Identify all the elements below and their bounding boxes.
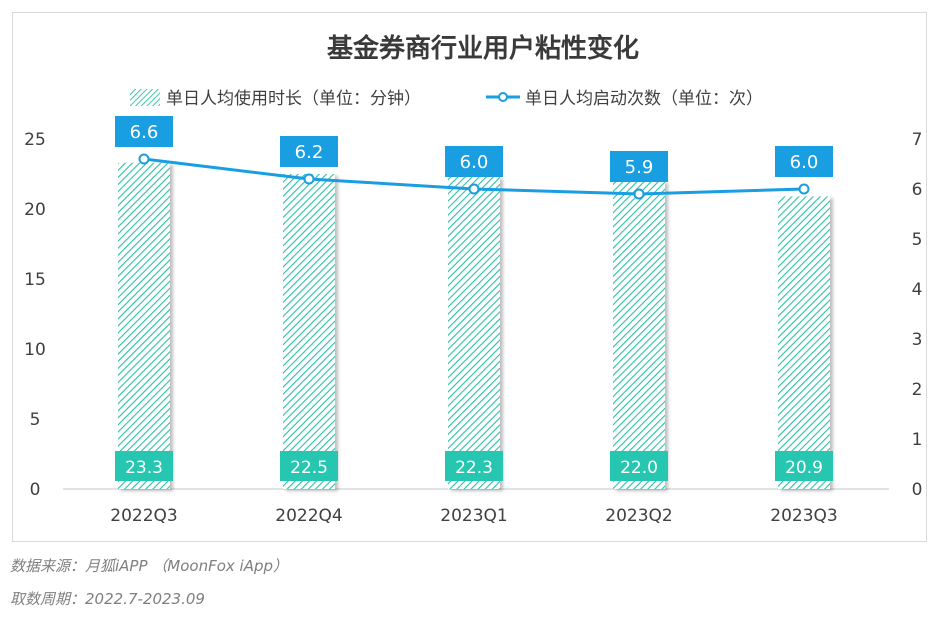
- period-note: 取数周期：2022.7-2023.09: [10, 590, 205, 608]
- bar: [613, 181, 665, 489]
- line-data-label: 6.6: [130, 122, 159, 143]
- bar: [118, 162, 170, 490]
- right-axis: 0 1 2 3 4 5 6 7: [912, 130, 923, 500]
- line-data-label-box: [115, 116, 173, 147]
- x-axis-tick-label: 2023Q3: [770, 506, 837, 526]
- left-axis-tick-label: 20: [24, 200, 46, 220]
- bar-data-label-box: [280, 451, 338, 481]
- x-axis-tick-label: 2022Q4: [275, 506, 342, 526]
- line-point: [303, 173, 315, 185]
- line-data-label-box: [445, 146, 503, 177]
- right-axis-tick-label: 6: [912, 180, 923, 200]
- bar: [283, 174, 335, 489]
- bar-data-label: 23.3: [125, 458, 163, 478]
- source-note: 数据来源：月狐iAPP （MoonFox iApp）: [10, 557, 289, 575]
- line-point: [138, 153, 150, 165]
- line-series: 6.6 6.2 6.0 5.9 6.0: [115, 116, 833, 200]
- chart-frame: 基金券商行业用户粘性变化 单日人均使用时长（单位：分钟） 单日人均启动次数（单位…: [12, 12, 927, 542]
- legend: 单日人均使用时长（单位：分钟） 单日人均启动次数（单位：次）: [130, 88, 763, 109]
- left-axis-tick-label: 0: [30, 480, 41, 500]
- right-axis-tick-label: 5: [912, 230, 923, 250]
- bar-data-label-box: [115, 451, 173, 481]
- line-point: [468, 183, 480, 195]
- line-data-label-box: [775, 146, 833, 177]
- bar-data-label-box: [445, 451, 503, 481]
- bar-data-label: 22.5: [290, 458, 328, 478]
- right-axis-tick-label: 7: [912, 130, 923, 150]
- bar-data-label-box: [610, 451, 668, 481]
- x-axis-tick-label: 2023Q2: [605, 506, 672, 526]
- right-axis-tick-label: 2: [912, 380, 923, 400]
- right-axis-tick-label: 4: [912, 280, 923, 300]
- combo-chart: 基金券商行业用户粘性变化 单日人均使用时长（单位：分钟） 单日人均启动次数（单位…: [24, 33, 923, 526]
- legend-line-label: 单日人均启动次数（单位：次）: [525, 89, 763, 109]
- bar-series: 23.3 22.5 22.3 22.0 20.9: [115, 162, 833, 490]
- right-axis-tick-label: 1: [912, 430, 923, 450]
- line-point: [633, 188, 645, 200]
- x-axis: 2022Q3 2022Q4 2023Q1 2023Q2 2023Q3: [63, 488, 889, 526]
- legend-bar-label: 单日人均使用时长（单位：分钟）: [166, 88, 421, 109]
- legend-bar-swatch: [130, 89, 160, 106]
- x-axis-tick-label: 2023Q1: [440, 506, 507, 526]
- line-data-label: 6.2: [295, 142, 324, 163]
- left-axis-tick-label: 25: [24, 130, 46, 150]
- left-axis-tick-label: 10: [24, 340, 46, 360]
- right-axis-tick-label: 0: [912, 480, 923, 500]
- bar-data-label: 22.0: [620, 458, 658, 478]
- line-data-label-box: [280, 136, 338, 167]
- left-axis: 0 5 10 15 20 25: [24, 130, 46, 500]
- line-point: [798, 183, 810, 195]
- legend-line-marker: [498, 92, 508, 102]
- line-data-label: 6.0: [460, 152, 489, 173]
- right-axis-tick-label: 3: [912, 330, 923, 350]
- line-data-label-box: [610, 151, 668, 182]
- bar-data-label: 20.9: [785, 458, 823, 478]
- line-data-label: 5.9: [625, 157, 654, 178]
- bar-data-label: 22.3: [455, 458, 493, 478]
- bar: [778, 196, 830, 489]
- left-axis-tick-label: 5: [30, 410, 41, 430]
- x-axis-tick-label: 2022Q3: [110, 506, 177, 526]
- chart-title: 基金券商行业用户粘性变化: [327, 33, 639, 64]
- left-axis-tick-label: 15: [24, 270, 46, 290]
- bar: [448, 176, 500, 490]
- line-data-label: 6.0: [790, 152, 819, 173]
- bar-data-label-box: [775, 451, 833, 481]
